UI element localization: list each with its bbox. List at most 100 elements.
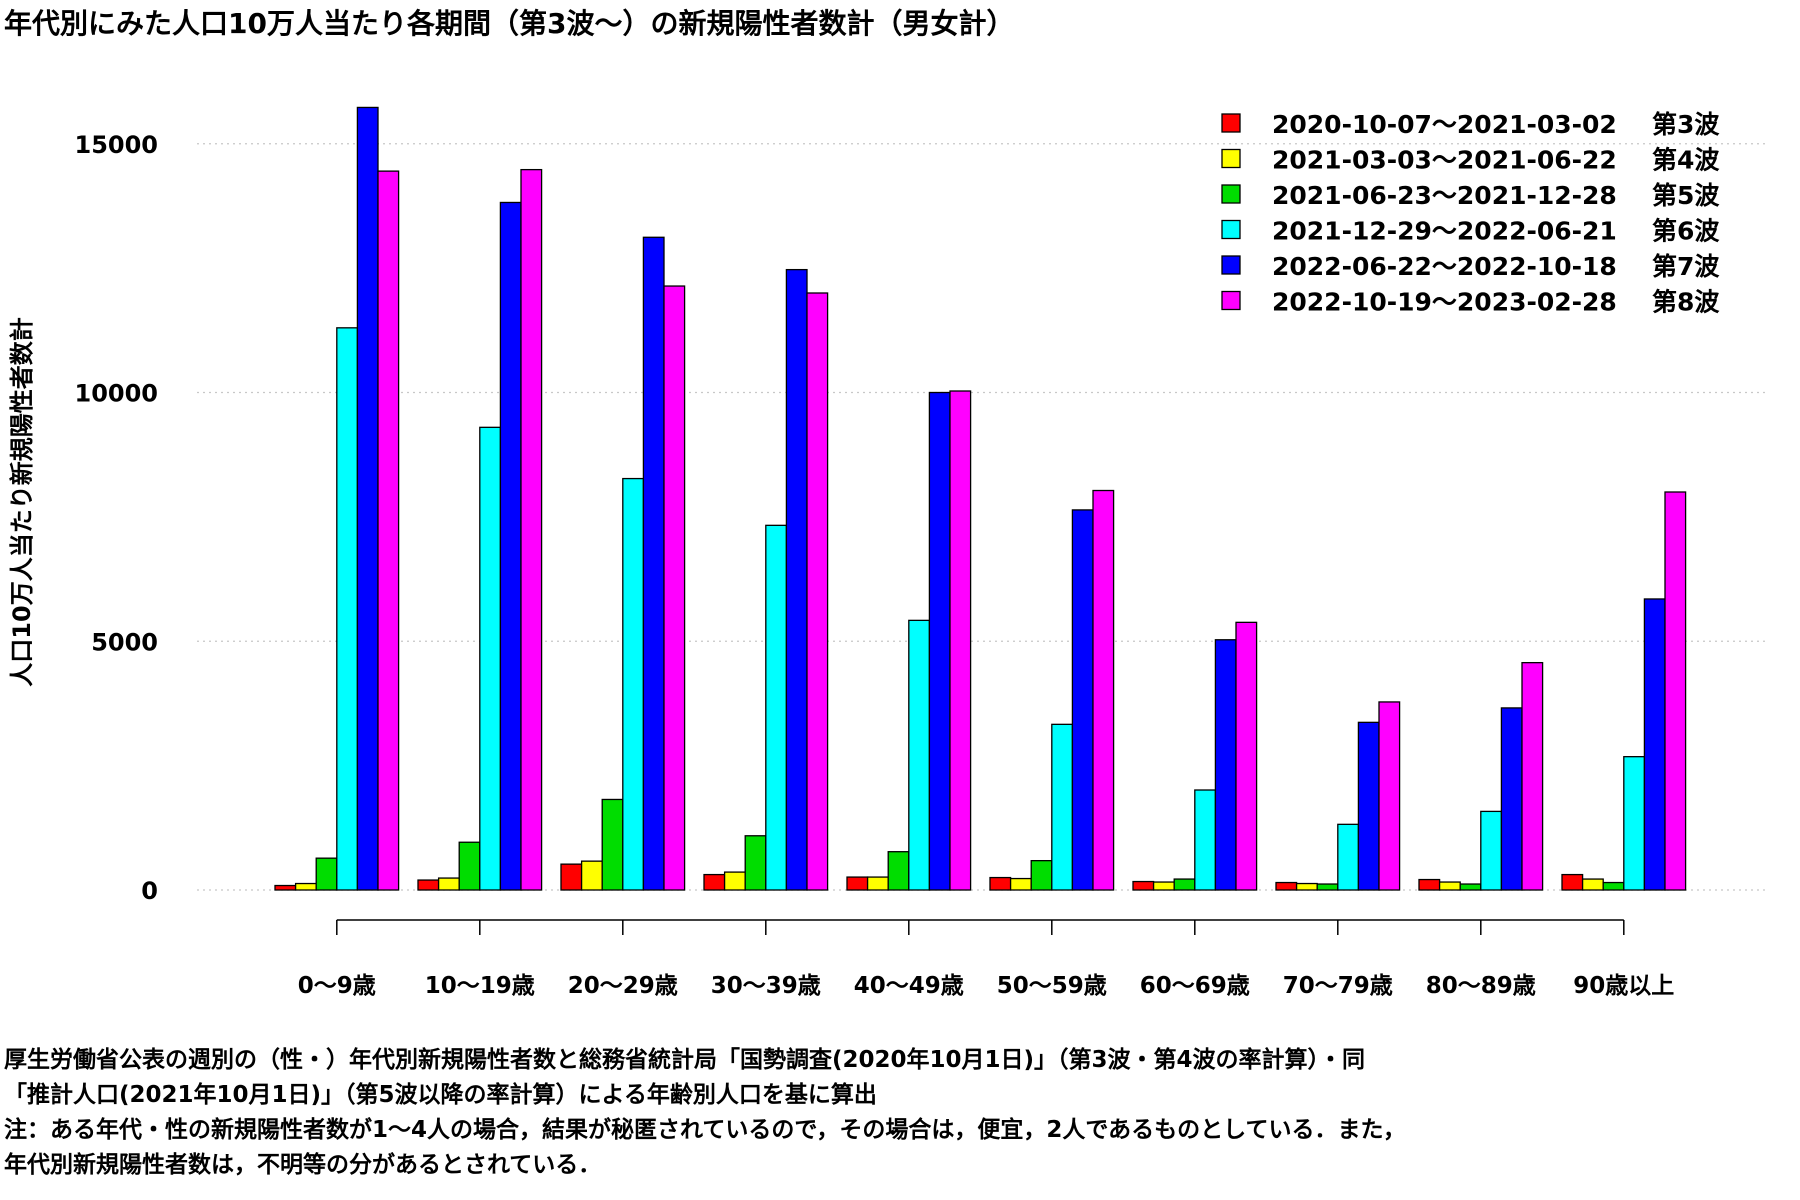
bar [1152, 881, 1175, 891]
bar [437, 877, 460, 891]
bar [580, 860, 603, 891]
x-tick-label: 80〜89歳 [1426, 973, 1536, 999]
bar [1316, 883, 1339, 891]
legend-label-wave: 第4波 [1652, 146, 1720, 175]
bar [622, 477, 645, 891]
x-tick-label: 50〜59歳 [997, 973, 1107, 999]
legend-label: 2022-06-22〜2022-10-18 [1272, 252, 1617, 281]
bar [1030, 859, 1053, 891]
legend-label: 2020-10-07〜2021-03-02 [1272, 110, 1617, 139]
legend-label-wave: 第6波 [1652, 217, 1720, 246]
bar [520, 168, 543, 891]
bar [377, 170, 400, 891]
bar [1623, 756, 1646, 891]
bar [846, 876, 869, 891]
bar [989, 876, 1012, 891]
legend-swatch [1221, 219, 1241, 240]
bar [785, 268, 808, 891]
x-tick-label: 90歳以上 [1573, 973, 1674, 999]
legend-swatch [1221, 184, 1241, 204]
bar [1357, 721, 1380, 891]
x-tick-label: 20〜29歳 [568, 973, 678, 999]
bar [723, 871, 746, 891]
bar [1480, 810, 1503, 891]
y-tick-label: 10000 [75, 380, 159, 408]
legend-label: 2021-12-29〜2022-06-21 [1272, 217, 1617, 246]
bar [908, 619, 931, 891]
bar [1071, 509, 1094, 891]
bar [1418, 878, 1441, 891]
x-tick-label: 30〜39歳 [711, 973, 821, 999]
bar [1173, 878, 1196, 891]
bar [765, 524, 788, 891]
y-axis-label: 人口10万人当たり新規陽性者数計 [8, 317, 36, 686]
x-tick-label: 0〜9歳 [298, 973, 376, 999]
legend-label-wave: 第5波 [1652, 181, 1720, 210]
x-tick-label: 70〜79歳 [1283, 973, 1393, 999]
bar [1500, 707, 1523, 891]
legend-swatch [1221, 113, 1241, 133]
bar [1337, 823, 1360, 891]
x-tick-label: 60〜69歳 [1140, 973, 1250, 999]
legend-label: 2022-10-19〜2023-02-28 [1272, 288, 1617, 317]
bar [1521, 661, 1544, 891]
legend-label: 2021-03-03〜2021-06-22 [1272, 146, 1617, 175]
y-tick-label: 0 [141, 877, 158, 905]
bar [1664, 491, 1687, 891]
bar [356, 106, 379, 891]
bar [560, 863, 583, 891]
y-tick-label: 15000 [75, 131, 159, 159]
bar [1009, 877, 1032, 891]
legend-label: 2021-06-23〜2021-12-28 [1272, 181, 1617, 210]
bar [1643, 598, 1666, 891]
chart-title: 年代別にみた人口10万人当たり各期間（第3波〜）の新規陽性者数計（男女計） [4, 7, 1015, 40]
bar [1051, 723, 1074, 891]
bar [315, 857, 338, 891]
footnote-line-4: 年代別新規陽性者数は，不明等の分があるとされている． [4, 1152, 602, 1178]
bar [642, 236, 665, 891]
bar [1459, 883, 1482, 891]
footnote-line-1: 厚生労働省公表の週別の（性・）年代別新規陽性者数と総務省統計局「国勢調査(202… [4, 1047, 1366, 1073]
legend: 2020-10-07〜2021-03-02 第3波 2021-03-03〜2021-… [1221, 110, 1720, 317]
bar [744, 835, 767, 891]
bar [949, 390, 972, 891]
bar [458, 841, 481, 891]
bar [1214, 639, 1237, 891]
legend-swatch [1221, 290, 1241, 311]
y-axis: 0 5000 10000 15000 [75, 131, 159, 905]
bar [1438, 881, 1461, 891]
legend-label-wave: 第3波 [1652, 110, 1720, 139]
y-tick-label: 5000 [91, 628, 158, 656]
footnote-line-2: 「推計人口(2021年10月1日)」（第5波以降の率計算）による年齢別人口を基に… [4, 1082, 877, 1108]
x-axis: 0〜9歳 10〜19歳 20〜29歳 30〜39歳 40〜49歳 50〜59歳 60〜69歳… [298, 919, 1674, 999]
x-tick-label: 40〜49歳 [854, 973, 964, 999]
bar [866, 876, 889, 891]
bar [1132, 880, 1155, 891]
bar [703, 873, 726, 891]
bar [601, 798, 624, 891]
bar [1235, 621, 1258, 891]
bar [499, 201, 522, 891]
bar [336, 327, 359, 891]
x-tick-label: 10〜19歳 [425, 973, 535, 999]
bar [1275, 881, 1298, 891]
bar [274, 884, 297, 891]
bar [887, 851, 910, 891]
bar [479, 426, 502, 891]
bar [1092, 489, 1115, 891]
bar [1561, 873, 1584, 891]
bar [806, 292, 829, 891]
bar [417, 879, 440, 891]
bar [1581, 878, 1604, 891]
bar [663, 285, 686, 891]
bar [1602, 881, 1625, 891]
bars [274, 106, 1687, 891]
bar [1194, 789, 1217, 891]
bar [1295, 882, 1318, 891]
legend-label-wave: 第8波 [1652, 288, 1720, 317]
bar [1378, 701, 1401, 891]
legend-label-wave: 第7波 [1652, 252, 1720, 281]
legend-swatch [1221, 148, 1241, 169]
footnote-line-3: 注：ある年代・性の新規陽性者数が1〜4人の場合，結果が秘匿されているので，その場… [4, 1117, 1407, 1143]
